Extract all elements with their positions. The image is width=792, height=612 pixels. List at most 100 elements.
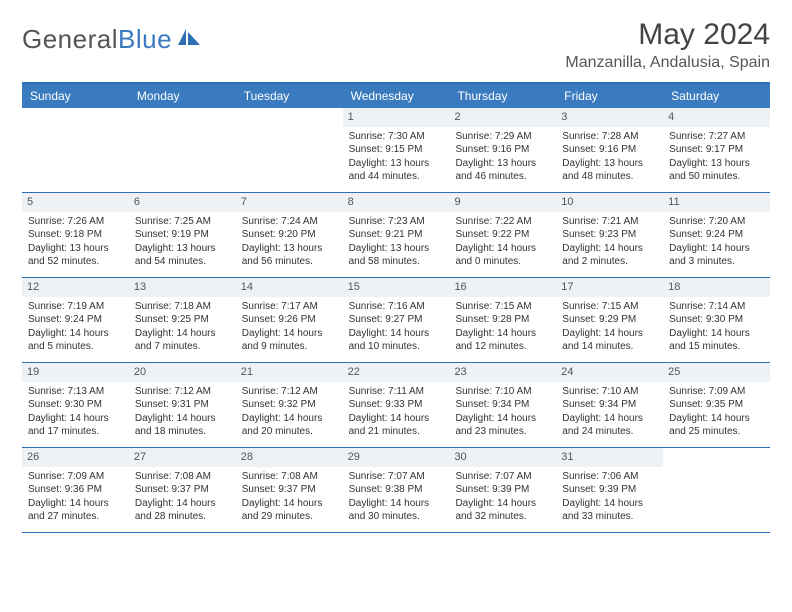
page-subtitle: Manzanilla, Andalusia, Spain [565, 54, 770, 72]
day-number: 1 [343, 108, 450, 127]
daylight-line: Daylight: 14 hours and 21 minutes. [349, 412, 444, 439]
day-number: 14 [236, 278, 343, 297]
dow-friday: Friday [556, 84, 663, 108]
sunset-line: Sunset: 9:32 PM [242, 398, 337, 412]
day-number: 24 [556, 363, 663, 382]
day-27: 27Sunrise: 7:08 AMSunset: 9:37 PMDayligh… [129, 448, 236, 532]
sunset-line: Sunset: 9:36 PM [28, 483, 123, 497]
daylight-line: Daylight: 14 hours and 3 minutes. [669, 242, 764, 269]
day-26: 26Sunrise: 7:09 AMSunset: 9:36 PMDayligh… [22, 448, 129, 532]
logo-part1: General [22, 24, 118, 54]
day-number: 22 [343, 363, 450, 382]
sunset-line: Sunset: 9:20 PM [242, 228, 337, 242]
week-row: 26Sunrise: 7:09 AMSunset: 9:36 PMDayligh… [22, 448, 770, 533]
day-number: 12 [22, 278, 129, 297]
sunrise-line: Sunrise: 7:25 AM [135, 215, 230, 229]
sunset-line: Sunset: 9:15 PM [349, 143, 444, 157]
day-8: 8Sunrise: 7:23 AMSunset: 9:21 PMDaylight… [343, 193, 450, 277]
dow-thursday: Thursday [449, 84, 556, 108]
daylight-line: Daylight: 14 hours and 14 minutes. [562, 327, 657, 354]
dow-header-row: SundayMondayTuesdayWednesdayThursdayFrid… [22, 84, 770, 108]
calendar: SundayMondayTuesdayWednesdayThursdayFrid… [22, 82, 770, 533]
day-30: 30Sunrise: 7:07 AMSunset: 9:39 PMDayligh… [449, 448, 556, 532]
sunset-line: Sunset: 9:18 PM [28, 228, 123, 242]
sunset-line: Sunset: 9:30 PM [669, 313, 764, 327]
daylight-line: Daylight: 13 hours and 56 minutes. [242, 242, 337, 269]
daylight-line: Daylight: 14 hours and 12 minutes. [455, 327, 550, 354]
sunrise-line: Sunrise: 7:20 AM [669, 215, 764, 229]
sunrise-line: Sunrise: 7:13 AM [28, 385, 123, 399]
day-number: 29 [343, 448, 450, 467]
header: GeneralBlue May 2024 Manzanilla, Andalus… [22, 18, 770, 72]
sunset-line: Sunset: 9:25 PM [135, 313, 230, 327]
day-empty [236, 108, 343, 192]
day-14: 14Sunrise: 7:17 AMSunset: 9:26 PMDayligh… [236, 278, 343, 362]
sunset-line: Sunset: 9:33 PM [349, 398, 444, 412]
sunrise-line: Sunrise: 7:27 AM [669, 130, 764, 144]
day-number: 25 [663, 363, 770, 382]
sunset-line: Sunset: 9:39 PM [455, 483, 550, 497]
weeks-container: 1Sunrise: 7:30 AMSunset: 9:15 PMDaylight… [22, 108, 770, 533]
day-4: 4Sunrise: 7:27 AMSunset: 9:17 PMDaylight… [663, 108, 770, 192]
day-7: 7Sunrise: 7:24 AMSunset: 9:20 PMDaylight… [236, 193, 343, 277]
sunset-line: Sunset: 9:35 PM [669, 398, 764, 412]
daylight-line: Daylight: 14 hours and 15 minutes. [669, 327, 764, 354]
day-22: 22 Sunrise: 7:11 AMSunset: 9:33 PMDayligh… [343, 363, 450, 447]
sunrise-line: Sunrise: 7:24 AM [242, 215, 337, 229]
day-empty [22, 108, 129, 192]
logo: GeneralBlue [22, 24, 202, 55]
day-number: 13 [129, 278, 236, 297]
dow-wednesday: Wednesday [343, 84, 450, 108]
sunrise-line: Sunrise: 7:15 AM [455, 300, 550, 314]
day-11: 11 Sunrise: 7:20 AMSunset: 9:24 PMDayligh… [663, 193, 770, 277]
sunset-line: Sunset: 9:31 PM [135, 398, 230, 412]
day-3: 3Sunrise: 7:28 AMSunset: 9:16 PMDaylight… [556, 108, 663, 192]
daylight-line: Daylight: 14 hours and 0 minutes. [455, 242, 550, 269]
sunrise-line: Sunrise: 7:08 AM [135, 470, 230, 484]
day-31: 31Sunrise: 7:06 AMSunset: 9:39 PMDayligh… [556, 448, 663, 532]
day-9: 9 Sunrise: 7:22 AMSunset: 9:22 PMDaylight… [449, 193, 556, 277]
daylight-line: Daylight: 14 hours and 32 minutes. [455, 497, 550, 524]
sunrise-line: Sunrise: 7:23 AM [349, 215, 444, 229]
day-number: 6 [129, 193, 236, 212]
week-row: 19Sunrise: 7:13 AMSunset: 9:30 PMDayligh… [22, 363, 770, 448]
day-15: 15Sunrise: 7:16 AMSunset: 9:27 PMDayligh… [343, 278, 450, 362]
day-21: 21 Sunrise: 7:12 AMSunset: 9:32 PMDayligh… [236, 363, 343, 447]
day-number: 2 [449, 108, 556, 127]
day-17: 17Sunrise: 7:15 AMSunset: 9:29 PMDayligh… [556, 278, 663, 362]
logo-text: GeneralBlue [22, 24, 172, 55]
daylight-line: Daylight: 14 hours and 20 minutes. [242, 412, 337, 439]
sunset-line: Sunset: 9:21 PM [349, 228, 444, 242]
sunrise-line: Sunrise: 7:16 AM [349, 300, 444, 314]
day-2: 2Sunrise: 7:29 AMSunset: 9:16 PMDaylight… [449, 108, 556, 192]
sunset-line: Sunset: 9:28 PM [455, 313, 550, 327]
day-23: 23Sunrise: 7:10 AMSunset: 9:34 PMDayligh… [449, 363, 556, 447]
sunset-line: Sunset: 9:34 PM [562, 398, 657, 412]
day-number: 4 [663, 108, 770, 127]
daylight-line: Daylight: 14 hours and 9 minutes. [242, 327, 337, 354]
sunrise-line: Sunrise: 7:12 AM [242, 385, 337, 399]
day-6: 6Sunrise: 7:25 AMSunset: 9:19 PMDaylight… [129, 193, 236, 277]
sunset-line: Sunset: 9:22 PM [455, 228, 550, 242]
daylight-line: Daylight: 13 hours and 52 minutes. [28, 242, 123, 269]
day-number: 11 [663, 193, 770, 212]
sunrise-line: Sunrise: 7:07 AM [349, 470, 444, 484]
sunset-line: Sunset: 9:24 PM [669, 228, 764, 242]
daylight-line: Daylight: 13 hours and 46 minutes. [455, 157, 550, 184]
day-number: 26 [22, 448, 129, 467]
day-24: 24Sunrise: 7:10 AMSunset: 9:34 PMDayligh… [556, 363, 663, 447]
daylight-line: Daylight: 14 hours and 30 minutes. [349, 497, 444, 524]
day-18: 18Sunrise: 7:14 AMSunset: 9:30 PMDayligh… [663, 278, 770, 362]
daylight-line: Daylight: 13 hours and 44 minutes. [349, 157, 444, 184]
sunrise-line: Sunrise: 7:22 AM [455, 215, 550, 229]
sunrise-line: Sunrise: 7:17 AM [242, 300, 337, 314]
sunrise-line: Sunrise: 7:11 AM [349, 385, 444, 399]
day-number: 27 [129, 448, 236, 467]
sunset-line: Sunset: 9:30 PM [28, 398, 123, 412]
sunrise-line: Sunrise: 7:12 AM [135, 385, 230, 399]
day-number: 21 [236, 363, 343, 382]
day-number: 10 [556, 193, 663, 212]
day-number: 9 [449, 193, 556, 212]
day-number: 28 [236, 448, 343, 467]
day-number: 18 [663, 278, 770, 297]
